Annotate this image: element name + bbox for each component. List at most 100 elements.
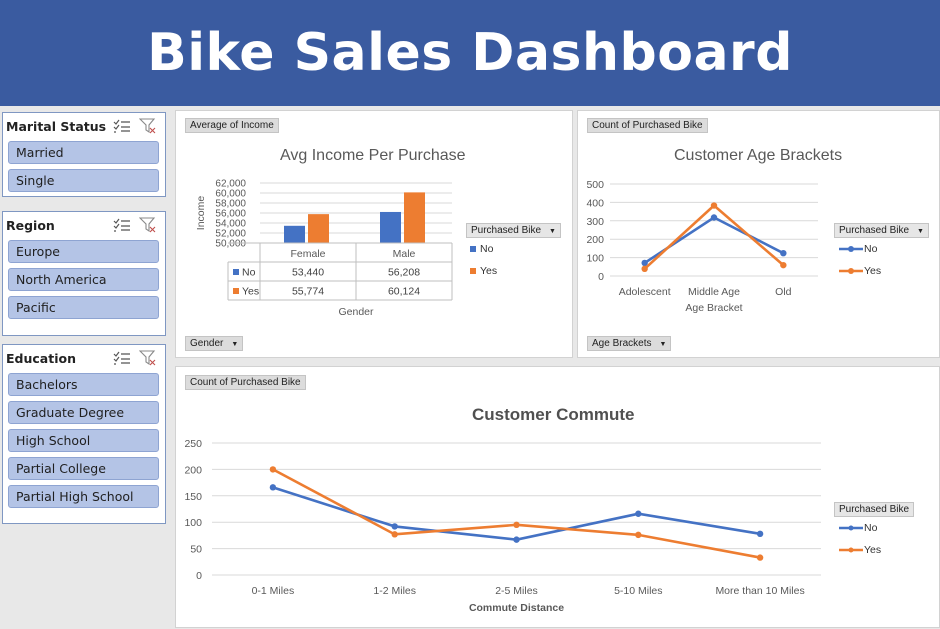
legend-item-yes: Yes bbox=[470, 265, 497, 277]
table-series-label: Yes bbox=[242, 286, 259, 298]
table-legend-swatch bbox=[233, 288, 239, 294]
legend-line-no bbox=[839, 246, 863, 252]
legend-line-yes bbox=[839, 268, 863, 274]
slicer-item-single[interactable]: Single bbox=[8, 169, 159, 192]
y-tick-label: 100 bbox=[184, 517, 202, 529]
income-chart-panel: Average of Income Avg Income Per Purchas… bbox=[175, 110, 573, 358]
slicer-header: Marital Status bbox=[3, 113, 165, 139]
data-point-yes bbox=[756, 554, 764, 561]
axis-field-label: Gender bbox=[190, 338, 224, 349]
multi-select-icon[interactable] bbox=[113, 351, 131, 365]
slicer-header: Region bbox=[3, 212, 165, 238]
legend-label: Yes bbox=[864, 544, 882, 556]
y-tick-label: 50,000 bbox=[215, 239, 246, 250]
slicer-title: Region bbox=[6, 217, 55, 233]
y-tick-label: 300 bbox=[586, 216, 604, 228]
chart-title: Customer Age Brackets bbox=[674, 147, 843, 164]
legend-label: No bbox=[480, 243, 494, 255]
slicer-title: Education bbox=[6, 350, 76, 366]
slicer-item-bachelors[interactable]: Bachelors bbox=[8, 373, 159, 396]
data-point-no bbox=[641, 259, 648, 267]
slicer-region: Region Europe North America Pacific bbox=[2, 211, 166, 336]
data-point-yes bbox=[513, 521, 520, 529]
y-axis-label: Income bbox=[195, 196, 207, 231]
y-tick-label: 56,000 bbox=[215, 209, 246, 220]
slicer-item-high-school[interactable]: High School bbox=[8, 429, 159, 452]
slicer-item-partial-college[interactable]: Partial College bbox=[8, 457, 159, 480]
y-tick-label: 52,000 bbox=[215, 229, 246, 240]
dashboard-title: Bike Sales Dashboard bbox=[147, 23, 793, 83]
dashboard-banner: Bike Sales Dashboard bbox=[0, 0, 940, 106]
series-line-yes bbox=[272, 468, 761, 559]
data-table-value: 53,440 bbox=[292, 267, 324, 279]
x-tick-label: 5-10 Miles bbox=[614, 585, 662, 597]
legend-field-label: Purchased Bike bbox=[839, 225, 910, 236]
data-point-yes bbox=[635, 531, 642, 539]
legend-line-no bbox=[839, 525, 863, 531]
slicer-item-graduate-degree[interactable]: Graduate Degree bbox=[8, 401, 159, 424]
dropdown-arrow-icon: ▼ bbox=[659, 341, 667, 348]
axis-field-button[interactable]: Gender ▼ bbox=[185, 336, 244, 351]
bar-yes-female bbox=[308, 214, 329, 243]
y-tick-label: 200 bbox=[586, 234, 604, 246]
bar-no-male bbox=[380, 211, 401, 243]
x-tick-label: Female bbox=[290, 248, 325, 260]
slicer-item-north-america[interactable]: North America bbox=[8, 268, 159, 291]
clear-filter-icon[interactable] bbox=[139, 217, 157, 233]
legend-field-button[interactable]: Purchased Bike ▼ bbox=[834, 223, 929, 238]
legend-label: No bbox=[864, 243, 878, 255]
legend-label: No bbox=[864, 522, 878, 534]
series-line-no bbox=[272, 486, 761, 541]
axis-field-button[interactable]: Age Brackets ▼ bbox=[587, 336, 672, 351]
y-tick-label: 500 bbox=[586, 179, 604, 191]
bar-no-female bbox=[284, 225, 305, 243]
clear-filter-icon[interactable] bbox=[139, 118, 157, 134]
slicer-item-married[interactable]: Married bbox=[8, 141, 159, 164]
y-tick-label: 100 bbox=[586, 253, 604, 265]
data-point-no bbox=[391, 523, 398, 530]
multi-select-icon[interactable] bbox=[113, 119, 131, 133]
slicer-item-partial-high-school[interactable]: Partial High School bbox=[8, 485, 159, 508]
multi-select-icon[interactable] bbox=[113, 218, 131, 232]
y-tick-label: 58,000 bbox=[215, 199, 246, 210]
slicer-marital-status: Marital Status Married Single bbox=[2, 112, 166, 197]
x-tick-label: Middle Age bbox=[688, 286, 740, 298]
legend-field-label: Purchased Bike bbox=[839, 504, 910, 515]
legend-field-button[interactable]: Purchased Bike bbox=[834, 502, 915, 517]
clear-filter-icon[interactable] bbox=[139, 350, 157, 366]
table-legend-swatch bbox=[233, 269, 239, 275]
data-point-no bbox=[269, 484, 277, 491]
data-table-value: 55,774 bbox=[292, 286, 324, 298]
legend-item-no: No bbox=[838, 243, 877, 255]
age-chart: 0 100 200 300 400 500 Adolescent Middle Age Old A… bbox=[586, 179, 818, 314]
y-tick-label: 0 bbox=[598, 271, 604, 283]
value-field-button[interactable]: Average of Income bbox=[185, 118, 279, 133]
x-tick-label: 0-1 Miles bbox=[252, 585, 295, 597]
data-point-yes bbox=[710, 202, 718, 209]
slicer-item-pacific[interactable]: Pacific bbox=[8, 296, 159, 319]
legend-field-button[interactable]: Purchased Bike ▼ bbox=[466, 223, 561, 238]
y-tick-label: 54,000 bbox=[215, 219, 246, 230]
dropdown-arrow-icon: ▼ bbox=[549, 228, 556, 235]
data-point-yes bbox=[391, 531, 398, 538]
y-tick-label: 50 bbox=[190, 544, 202, 556]
bar-yes-male bbox=[404, 192, 425, 243]
legend-label: Yes bbox=[480, 265, 498, 277]
y-tick-label: 250 bbox=[184, 438, 202, 450]
x-tick-label: 1-2 Miles bbox=[373, 585, 416, 597]
y-tick-label: 400 bbox=[586, 197, 604, 209]
legend-item-yes: Yes bbox=[838, 544, 881, 556]
legend-item-no: No bbox=[838, 522, 877, 534]
table-series-label: No bbox=[242, 267, 256, 279]
slicer-header: Education bbox=[3, 345, 165, 371]
data-table-value: 60,124 bbox=[388, 286, 420, 298]
value-field-button[interactable]: Count of Purchased Bike bbox=[185, 375, 306, 390]
legend-item-yes: Yes bbox=[838, 265, 881, 277]
data-point-no bbox=[710, 214, 718, 221]
x-tick-label: Adolescent bbox=[619, 286, 671, 298]
slicer-item-europe[interactable]: Europe bbox=[8, 240, 159, 263]
income-chart: 50,00052,00054,00056,00058,00060,00062,0… bbox=[195, 179, 453, 318]
value-field-button[interactable]: Count of Purchased Bike bbox=[587, 118, 708, 133]
data-point-yes bbox=[780, 261, 787, 269]
chart-title: Customer Commute bbox=[472, 405, 635, 424]
